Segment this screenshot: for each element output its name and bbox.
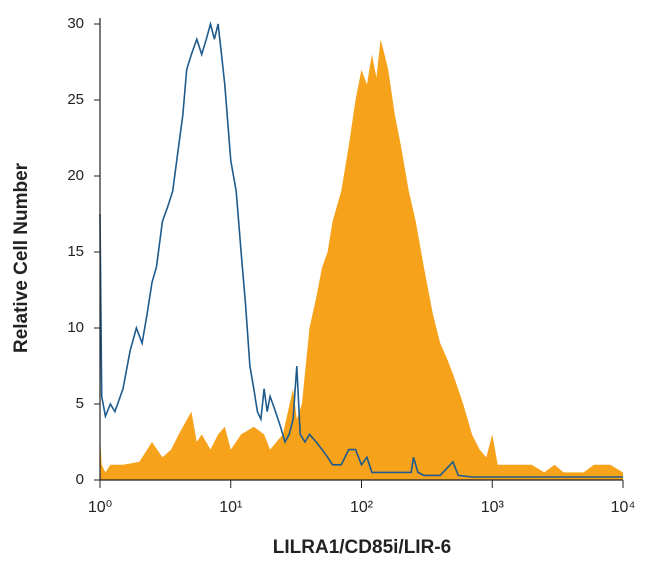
x-tick-label: 10⁰ (88, 499, 112, 516)
y-axis-label: Relative Cell Number (11, 162, 32, 353)
x-tick-label: 10¹ (219, 499, 242, 516)
x-tick-label: 10³ (481, 499, 505, 516)
y-tick-label: 15 (67, 243, 84, 260)
y-tick-label: 0 (76, 471, 84, 488)
y-tick-label: 10 (67, 319, 84, 336)
y-tick-label: 20 (67, 167, 84, 184)
x-axis-label: LILRA1/CD85i/LIR-6 (273, 537, 451, 558)
histogram-outline (99, 20, 623, 478)
x-tick-label: 10² (350, 499, 374, 516)
y-tick-label: 30 (67, 15, 84, 32)
y-tick-label: 25 (67, 91, 84, 108)
histogram-area (100, 39, 623, 480)
x-tick-label: 10⁴ (611, 499, 636, 516)
y-tick-label: 5 (76, 395, 84, 412)
